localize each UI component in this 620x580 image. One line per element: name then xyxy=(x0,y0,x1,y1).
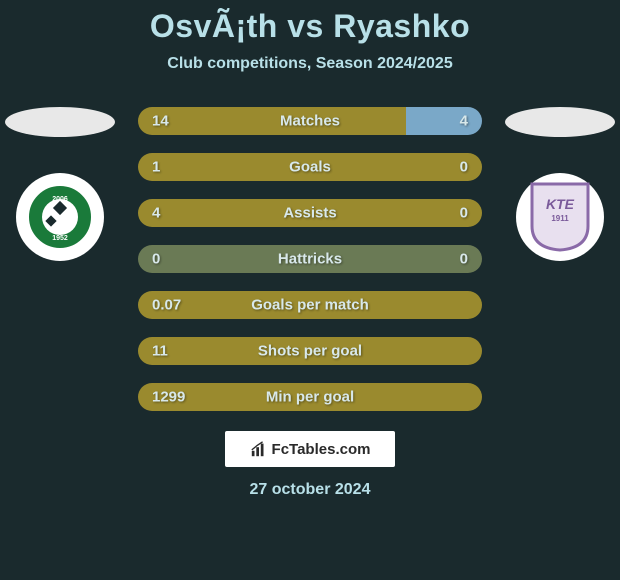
stat-label: Goals per match xyxy=(251,297,369,314)
club-crest-left: 2006 1952 xyxy=(16,173,104,261)
watermark-badge: FcTables.com xyxy=(225,431,395,467)
crest-right-year: 1911 xyxy=(528,214,592,223)
stat-bar: 1299 Min per goal xyxy=(138,383,482,411)
stat-bar: 11 Shots per goal xyxy=(138,337,482,365)
content-row: 2006 1952 14 Matches 4 1 Goals 0 4 Assists 0 0 Hat… xyxy=(0,97,620,411)
stats-column: 14 Matches 4 1 Goals 0 4 Assists 0 0 Hattricks 0 0.0… xyxy=(120,97,500,411)
stat-label: Assists xyxy=(283,205,336,222)
stat-right-value: 0 xyxy=(460,205,468,222)
stat-right-value: 4 xyxy=(460,113,468,130)
right-player-col: KTE 1911 xyxy=(500,97,620,261)
stat-bar: 0 Hattricks 0 xyxy=(138,245,482,273)
stat-left-value: 1299 xyxy=(152,389,185,406)
stat-right-value: 0 xyxy=(460,251,468,268)
stat-left-value: 0 xyxy=(152,251,160,268)
stat-left-value: 14 xyxy=(152,113,169,130)
stat-right-fill xyxy=(406,107,482,135)
subtitle: Club competitions, Season 2024/2025 xyxy=(0,55,620,73)
club-crest-right: KTE 1911 xyxy=(516,173,604,261)
stat-left-value: 11 xyxy=(152,343,168,360)
stat-left-value: 1 xyxy=(152,159,160,176)
player-photo-placeholder-right xyxy=(505,107,615,137)
stat-bar: 0.07 Goals per match xyxy=(138,291,482,319)
club-crest-left-inner: 2006 1952 xyxy=(23,180,97,254)
football-icon xyxy=(42,199,78,235)
comparison-card: OsvÃ¡th vs Ryashko Club competitions, Se… xyxy=(0,0,620,580)
chart-icon xyxy=(250,440,268,458)
crest-left-year-bottom: 1952 xyxy=(52,235,68,242)
stat-label: Hattricks xyxy=(278,251,342,268)
stat-label: Shots per goal xyxy=(258,343,362,360)
page-title: OsvÃ¡th vs Ryashko xyxy=(0,8,620,45)
watermark-text: FcTables.com xyxy=(272,441,371,458)
club-crest-right-shield: KTE 1911 xyxy=(528,182,592,252)
stat-label: Min per goal xyxy=(266,389,354,406)
stat-right-value: 0 xyxy=(460,159,468,176)
player-photo-placeholder-left xyxy=(5,107,115,137)
stat-bar: 1 Goals 0 xyxy=(138,153,482,181)
stat-left-value: 4 xyxy=(152,205,160,222)
stat-label: Goals xyxy=(289,159,331,176)
crest-right-text: KTE xyxy=(528,196,592,212)
stat-label: Matches xyxy=(280,113,340,130)
stat-left-value: 0.07 xyxy=(152,297,181,314)
stat-bar: 4 Assists 0 xyxy=(138,199,482,227)
stat-left-fill xyxy=(138,107,406,135)
stat-bar: 14 Matches 4 xyxy=(138,107,482,135)
date-label: 27 october 2024 xyxy=(0,481,620,499)
left-player-col: 2006 1952 xyxy=(0,97,120,261)
